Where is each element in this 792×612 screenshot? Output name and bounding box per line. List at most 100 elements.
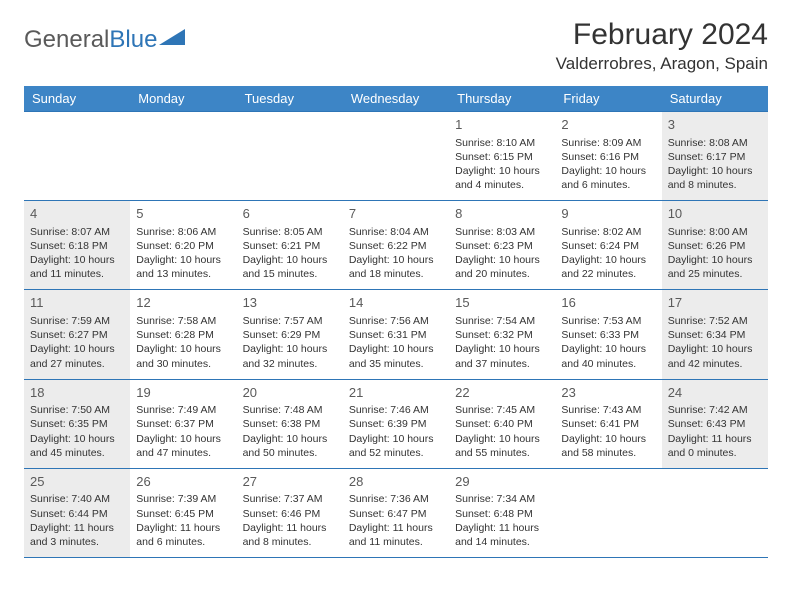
daylight-line: Daylight: 11 hours and 0 minutes. xyxy=(668,432,762,460)
title-block: February 2024 Valderrobres, Aragon, Spai… xyxy=(556,18,768,74)
sunrise-line: Sunrise: 7:53 AM xyxy=(561,314,655,328)
daylight-line: Daylight: 10 hours and 8 minutes. xyxy=(668,164,762,192)
day-number: 21 xyxy=(349,384,443,402)
daylight-line: Daylight: 10 hours and 42 minutes. xyxy=(668,342,762,370)
daylight-line: Daylight: 10 hours and 52 minutes. xyxy=(349,432,443,460)
calendar-cell: 1Sunrise: 8:10 AMSunset: 6:15 PMDaylight… xyxy=(449,112,555,201)
day-number: 6 xyxy=(243,205,337,223)
calendar-cell: 25Sunrise: 7:40 AMSunset: 6:44 PMDayligh… xyxy=(24,468,130,557)
calendar-cell xyxy=(662,468,768,557)
sunset-line: Sunset: 6:28 PM xyxy=(136,328,230,342)
day-header: Friday xyxy=(555,86,661,112)
sunrise-line: Sunrise: 7:43 AM xyxy=(561,403,655,417)
sunset-line: Sunset: 6:31 PM xyxy=(349,328,443,342)
day-header-row: Sunday Monday Tuesday Wednesday Thursday… xyxy=(24,86,768,112)
day-number: 2 xyxy=(561,116,655,134)
day-header: Sunday xyxy=(24,86,130,112)
sunrise-line: Sunrise: 8:03 AM xyxy=(455,225,549,239)
calendar-cell xyxy=(24,112,130,201)
daylight-line: Daylight: 10 hours and 22 minutes. xyxy=(561,253,655,281)
calendar-cell xyxy=(237,112,343,201)
sunrise-line: Sunrise: 7:40 AM xyxy=(30,492,124,506)
daylight-line: Daylight: 10 hours and 20 minutes. xyxy=(455,253,549,281)
sunrise-line: Sunrise: 7:48 AM xyxy=(243,403,337,417)
calendar-cell: 23Sunrise: 7:43 AMSunset: 6:41 PMDayligh… xyxy=(555,379,661,468)
day-number: 8 xyxy=(455,205,549,223)
sunset-line: Sunset: 6:21 PM xyxy=(243,239,337,253)
sunrise-line: Sunrise: 8:09 AM xyxy=(561,136,655,150)
sunrise-line: Sunrise: 7:50 AM xyxy=(30,403,124,417)
daylight-line: Daylight: 10 hours and 30 minutes. xyxy=(136,342,230,370)
sunset-line: Sunset: 6:18 PM xyxy=(30,239,124,253)
calendar-cell xyxy=(343,112,449,201)
calendar-cell: 21Sunrise: 7:46 AMSunset: 6:39 PMDayligh… xyxy=(343,379,449,468)
sunrise-line: Sunrise: 7:59 AM xyxy=(30,314,124,328)
daylight-line: Daylight: 10 hours and 18 minutes. xyxy=(349,253,443,281)
sunset-line: Sunset: 6:32 PM xyxy=(455,328,549,342)
sunset-line: Sunset: 6:44 PM xyxy=(30,507,124,521)
sunset-line: Sunset: 6:39 PM xyxy=(349,417,443,431)
calendar-table: Sunday Monday Tuesday Wednesday Thursday… xyxy=(24,86,768,558)
day-number: 3 xyxy=(668,116,762,134)
calendar-cell: 16 Sunrise: 7:53 AMSunset: 6:33 PMDayligh… xyxy=(555,290,661,379)
day-number: 10 xyxy=(668,205,762,223)
day-number: 20 xyxy=(243,384,337,402)
logo: GeneralBlue xyxy=(24,26,187,54)
daylight-line: Daylight: 10 hours and 27 minutes. xyxy=(30,342,124,370)
day-number: 11 xyxy=(30,294,124,312)
daylight-line: Daylight: 10 hours and 40 minutes. xyxy=(561,342,655,370)
day-number: 15 xyxy=(455,294,549,312)
sunset-line: Sunset: 6:48 PM xyxy=(455,507,549,521)
sunrise-line: Sunrise: 7:58 AM xyxy=(136,314,230,328)
day-header: Wednesday xyxy=(343,86,449,112)
daylight-line: Daylight: 10 hours and 32 minutes. xyxy=(243,342,337,370)
sunset-line: Sunset: 6:23 PM xyxy=(455,239,549,253)
day-number: 1 xyxy=(455,116,549,134)
sunrise-line: Sunrise: 7:49 AM xyxy=(136,403,230,417)
day-header: Monday xyxy=(130,86,236,112)
day-number: 18 xyxy=(30,384,124,402)
day-number: 12 xyxy=(136,294,230,312)
sunset-line: Sunset: 6:29 PM xyxy=(243,328,337,342)
sunrise-line: Sunrise: 8:07 AM xyxy=(30,225,124,239)
sunset-line: Sunset: 6:27 PM xyxy=(30,328,124,342)
calendar-cell: 11 Sunrise: 7:59 AMSunset: 6:27 PMDayligh… xyxy=(24,290,130,379)
sunrise-line: Sunrise: 7:34 AM xyxy=(455,492,549,506)
day-number: 28 xyxy=(349,473,443,491)
calendar-row: 11Sunrise: 7:59 AMSunset: 6:27 PMDayligh… xyxy=(24,290,768,379)
daylight-line: Daylight: 10 hours and 13 minutes. xyxy=(136,253,230,281)
day-header: Saturday xyxy=(662,86,768,112)
calendar-cell: 17Sunrise: 7:52 AMSunset: 6:34 PMDayligh… xyxy=(662,290,768,379)
sunset-line: Sunset: 6:33 PM xyxy=(561,328,655,342)
calendar-cell: 8 Sunrise: 8:03 AMSunset: 6:23 PMDaylight… xyxy=(449,201,555,290)
sunset-line: Sunset: 6:34 PM xyxy=(668,328,762,342)
calendar-cell: 12 Sunrise: 7:58 AMSunset: 6:28 PMDayligh… xyxy=(130,290,236,379)
daylight-line: Daylight: 11 hours and 6 minutes. xyxy=(136,521,230,549)
sunrise-line: Sunrise: 8:05 AM xyxy=(243,225,337,239)
calendar-cell: 7Sunrise: 8:04 AMSunset: 6:22 PMDaylight… xyxy=(343,201,449,290)
calendar-cell: 4Sunrise: 8:07 AMSunset: 6:18 PMDaylight… xyxy=(24,201,130,290)
daylight-line: Daylight: 10 hours and 6 minutes. xyxy=(561,164,655,192)
daylight-line: Daylight: 10 hours and 25 minutes. xyxy=(668,253,762,281)
calendar-row: 4Sunrise: 8:07 AMSunset: 6:18 PMDaylight… xyxy=(24,201,768,290)
day-number: 19 xyxy=(136,384,230,402)
sunrise-line: Sunrise: 8:02 AM xyxy=(561,225,655,239)
day-number: 26 xyxy=(136,473,230,491)
calendar-cell: 3Sunrise: 8:08 AMSunset: 6:17 PMDaylight… xyxy=(662,112,768,201)
daylight-line: Daylight: 10 hours and 15 minutes. xyxy=(243,253,337,281)
sunrise-line: Sunrise: 7:46 AM xyxy=(349,403,443,417)
calendar-row: 25Sunrise: 7:40 AMSunset: 6:44 PMDayligh… xyxy=(24,468,768,557)
sunset-line: Sunset: 6:43 PM xyxy=(668,417,762,431)
daylight-line: Daylight: 10 hours and 50 minutes. xyxy=(243,432,337,460)
day-number: 16 xyxy=(561,294,655,312)
calendar-cell: 13Sunrise: 7:57 AMSunset: 6:29 PMDayligh… xyxy=(237,290,343,379)
location: Valderrobres, Aragon, Spain xyxy=(556,54,768,74)
sunrise-line: Sunrise: 7:52 AM xyxy=(668,314,762,328)
sunset-line: Sunset: 6:26 PM xyxy=(668,239,762,253)
sunset-line: Sunset: 6:41 PM xyxy=(561,417,655,431)
sunrise-line: Sunrise: 7:45 AM xyxy=(455,403,549,417)
sunset-line: Sunset: 6:45 PM xyxy=(136,507,230,521)
day-header: Thursday xyxy=(449,86,555,112)
day-header: Tuesday xyxy=(237,86,343,112)
calendar-cell: 27Sunrise: 7:37 AMSunset: 6:46 PMDayligh… xyxy=(237,468,343,557)
